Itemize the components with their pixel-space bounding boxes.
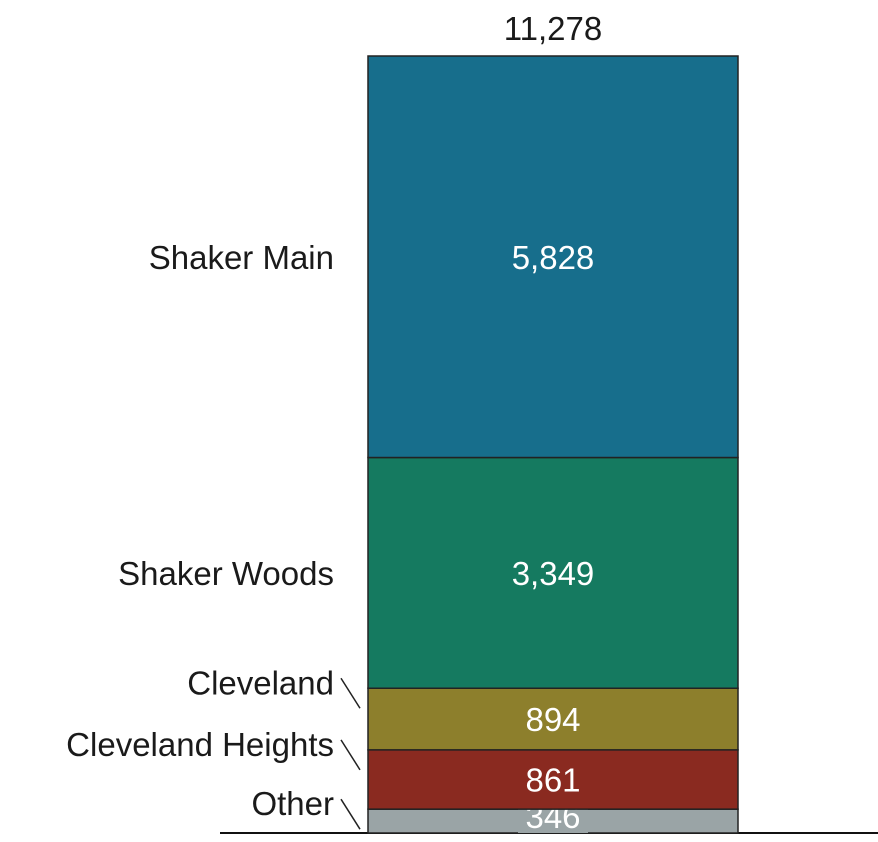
- leader-line-cleveland-heights: [340, 739, 361, 771]
- category-label-shaker-main: Shaker Main: [149, 239, 334, 276]
- value-label-cleveland-heights: 861: [525, 762, 580, 799]
- category-label-cleveland-heights: Cleveland Heights: [66, 726, 334, 763]
- bar-segment-shaker-woods: [367, 456, 739, 690]
- leader-line-other: [340, 798, 361, 830]
- leader-line-cleveland: [340, 677, 361, 709]
- category-label-other: Other: [251, 785, 334, 822]
- value-label-cleveland: 894: [525, 701, 580, 738]
- bar-segment-cleveland: [367, 687, 739, 751]
- bar-segment-shaker-main: [367, 55, 739, 459]
- category-label-cleveland: Cleveland: [187, 664, 334, 701]
- value-label-shaker-woods: 3,349: [512, 555, 595, 592]
- value-label-shaker-main: 5,828: [512, 239, 595, 276]
- category-label-shaker-woods: Shaker Woods: [118, 555, 334, 592]
- total-label: 11,278: [504, 10, 602, 47]
